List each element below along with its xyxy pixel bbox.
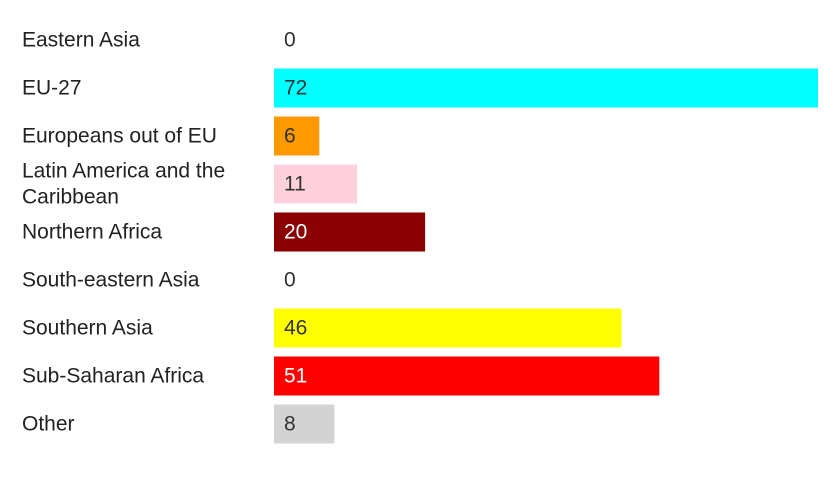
- value-label-eu-27: 72: [284, 77, 307, 100]
- bar-northern-africa: [274, 212, 426, 252]
- category-label-eastern-asia: Eastern Asia: [22, 29, 140, 52]
- value-label-northern-africa: 20: [284, 221, 307, 244]
- category-label-northern-africa: Northern Africa: [22, 221, 162, 244]
- bar-sub-saharan-africa: [274, 356, 660, 396]
- category-label-eu-27: EU-27: [22, 77, 82, 100]
- value-label-europeans-out-of-eu: 6: [284, 125, 296, 148]
- value-label-eastern-asia: 0: [284, 29, 296, 52]
- category-label-europeans-out-of-eu: Europeans out of EU: [22, 125, 217, 148]
- value-label-south-eastern-asia: 0: [284, 269, 296, 292]
- category-label-southern-asia: Southern Asia: [22, 317, 153, 340]
- value-labels: 0 72 6 11 20 0 46 51 8: [284, 29, 307, 436]
- category-label-south-eastern-asia: South-eastern Asia: [22, 269, 200, 292]
- bar-other: [274, 404, 335, 444]
- category-label-other: Other: [22, 413, 75, 436]
- value-label-other: 8: [284, 413, 296, 436]
- value-label-latin-america-and-the-caribbean: 11: [284, 173, 306, 196]
- category-labels: Eastern Asia EU-27 Europeans out of EU Lati…: [22, 29, 225, 436]
- bars: [274, 68, 818, 444]
- bar-southern-asia: [274, 308, 622, 348]
- bar-eu-27: [274, 68, 818, 108]
- value-label-sub-saharan-africa: 51: [284, 365, 307, 388]
- category-label-sub-saharan-africa: Sub-Saharan Africa: [22, 365, 204, 388]
- value-label-southern-asia: 46: [284, 317, 307, 340]
- bar-latin-america-and-the-caribbean: [274, 164, 358, 204]
- bar-europeans-out-of-eu: [274, 116, 320, 156]
- category-label-latin-america-and-the-caribbean: Latin America and the Caribbean: [22, 160, 225, 209]
